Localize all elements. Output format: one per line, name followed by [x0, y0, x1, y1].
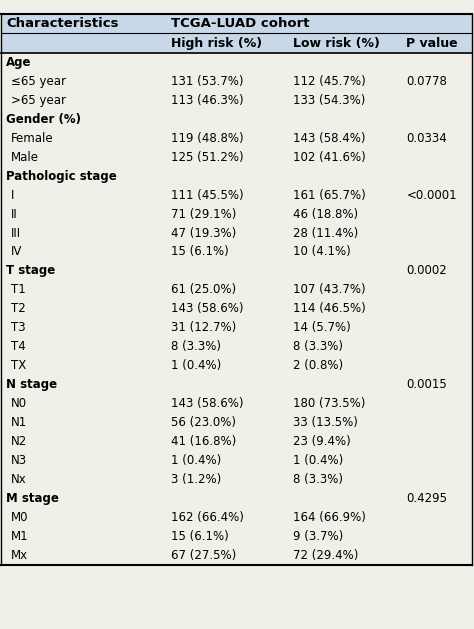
Text: 162 (66.4%): 162 (66.4%)	[171, 511, 244, 524]
Text: 8 (3.3%): 8 (3.3%)	[171, 340, 221, 353]
Text: 102 (41.6%): 102 (41.6%)	[293, 151, 366, 164]
Text: 133 (54.3%): 133 (54.3%)	[293, 94, 366, 107]
Text: ≤65 year: ≤65 year	[11, 75, 66, 88]
Text: 15 (6.1%): 15 (6.1%)	[171, 245, 229, 259]
Text: 0.0778: 0.0778	[407, 75, 447, 88]
Text: 1 (0.4%): 1 (0.4%)	[293, 454, 344, 467]
Text: Low risk (%): Low risk (%)	[293, 36, 380, 50]
Text: M1: M1	[11, 530, 28, 543]
Text: 0.0002: 0.0002	[407, 264, 447, 277]
Text: 41 (16.8%): 41 (16.8%)	[171, 435, 236, 448]
Text: N1: N1	[11, 416, 27, 429]
Text: TCGA-LUAD cohort: TCGA-LUAD cohort	[171, 17, 310, 30]
Text: 2 (0.8%): 2 (0.8%)	[293, 359, 344, 372]
Text: 0.0334: 0.0334	[407, 132, 447, 145]
Text: I: I	[11, 189, 14, 202]
Text: 28 (11.4%): 28 (11.4%)	[293, 226, 359, 240]
Text: Male: Male	[11, 151, 39, 164]
Text: Mx: Mx	[11, 548, 28, 562]
Text: 47 (19.3%): 47 (19.3%)	[171, 226, 236, 240]
Text: N stage: N stage	[6, 378, 57, 391]
Text: 15 (6.1%): 15 (6.1%)	[171, 530, 229, 543]
Text: 61 (25.0%): 61 (25.0%)	[171, 283, 236, 296]
Text: Nx: Nx	[11, 473, 27, 486]
Text: 107 (43.7%): 107 (43.7%)	[293, 283, 366, 296]
Text: 9 (3.7%): 9 (3.7%)	[293, 530, 344, 543]
Text: T stage: T stage	[6, 264, 55, 277]
Text: Pathologic stage: Pathologic stage	[6, 170, 117, 182]
Text: 72 (29.4%): 72 (29.4%)	[293, 548, 359, 562]
Text: 143 (58.6%): 143 (58.6%)	[171, 303, 244, 315]
Text: 125 (51.2%): 125 (51.2%)	[171, 151, 244, 164]
Text: 14 (5.7%): 14 (5.7%)	[293, 321, 351, 334]
Text: N3: N3	[11, 454, 27, 467]
Bar	[1, 14, 473, 33]
Text: 161 (65.7%): 161 (65.7%)	[293, 189, 366, 202]
Bar	[1, 33, 473, 53]
Text: 180 (73.5%): 180 (73.5%)	[293, 397, 366, 410]
Text: 0.4295: 0.4295	[407, 492, 447, 504]
Text: T4: T4	[11, 340, 26, 353]
Text: 33 (13.5%): 33 (13.5%)	[293, 416, 358, 429]
Text: 111 (45.5%): 111 (45.5%)	[171, 189, 244, 202]
Text: 113 (46.3%): 113 (46.3%)	[171, 94, 244, 107]
Text: >65 year: >65 year	[11, 94, 66, 107]
Text: 0.0015: 0.0015	[407, 378, 447, 391]
Text: 10 (4.1%): 10 (4.1%)	[293, 245, 351, 259]
Text: 46 (18.8%): 46 (18.8%)	[293, 208, 358, 221]
Text: Age: Age	[6, 56, 32, 69]
Text: Characteristics: Characteristics	[6, 17, 118, 30]
Text: 119 (48.8%): 119 (48.8%)	[171, 132, 244, 145]
Text: 3 (1.2%): 3 (1.2%)	[171, 473, 221, 486]
Text: IV: IV	[11, 245, 22, 259]
Text: N0: N0	[11, 397, 27, 410]
Text: T2: T2	[11, 303, 26, 315]
Text: 8 (3.3%): 8 (3.3%)	[293, 473, 344, 486]
Text: 143 (58.6%): 143 (58.6%)	[171, 397, 244, 410]
Text: 143 (58.4%): 143 (58.4%)	[293, 132, 366, 145]
Text: Gender (%): Gender (%)	[6, 113, 81, 126]
Text: III: III	[11, 226, 21, 240]
Text: 114 (46.5%): 114 (46.5%)	[293, 303, 366, 315]
Text: 8 (3.3%): 8 (3.3%)	[293, 340, 344, 353]
Text: M0: M0	[11, 511, 28, 524]
Text: 164 (66.9%): 164 (66.9%)	[293, 511, 366, 524]
Text: 131 (53.7%): 131 (53.7%)	[171, 75, 244, 88]
Text: 23 (9.4%): 23 (9.4%)	[293, 435, 351, 448]
Text: <0.0001: <0.0001	[407, 189, 457, 202]
Text: Female: Female	[11, 132, 54, 145]
Text: 71 (29.1%): 71 (29.1%)	[171, 208, 237, 221]
Text: 112 (45.7%): 112 (45.7%)	[293, 75, 366, 88]
Text: N2: N2	[11, 435, 27, 448]
Text: II: II	[11, 208, 18, 221]
Text: 1 (0.4%): 1 (0.4%)	[171, 454, 221, 467]
Text: M stage: M stage	[6, 492, 59, 504]
Text: 67 (27.5%): 67 (27.5%)	[171, 548, 236, 562]
Text: TX: TX	[11, 359, 26, 372]
Text: 1 (0.4%): 1 (0.4%)	[171, 359, 221, 372]
Text: High risk (%): High risk (%)	[171, 36, 262, 50]
Text: T3: T3	[11, 321, 26, 334]
Text: 56 (23.0%): 56 (23.0%)	[171, 416, 236, 429]
Text: P value: P value	[407, 36, 458, 50]
Text: T1: T1	[11, 283, 26, 296]
Text: 31 (12.7%): 31 (12.7%)	[171, 321, 236, 334]
